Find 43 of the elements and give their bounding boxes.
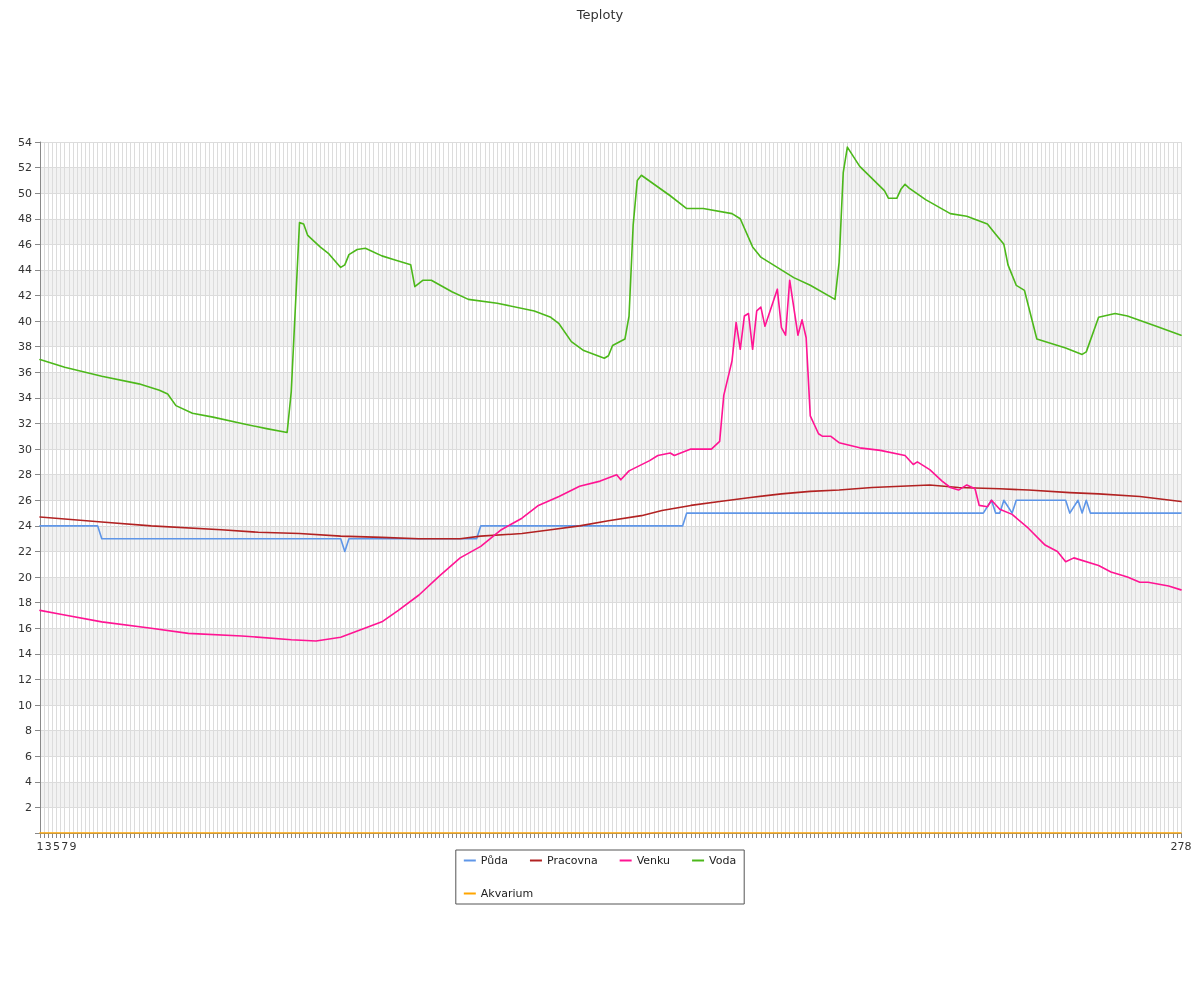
y-tick-label: 48 [18, 212, 32, 226]
legend-label: Venku [636, 854, 671, 867]
x-tick-label: 3 [44, 840, 52, 853]
y-tick-label: 26 [18, 493, 32, 507]
legend-label: Pracovna [546, 854, 598, 867]
y-tick-label: 18 [18, 596, 32, 610]
y-tick-label: 14 [18, 647, 32, 661]
y-tick-label: 10 [18, 698, 32, 712]
x-tick-label: 5 [52, 840, 60, 853]
line-series [39, 484, 1182, 540]
y-tick-label: 28 [18, 468, 32, 482]
legend-label: Voda [709, 854, 737, 867]
y-tick-label: 36 [18, 365, 32, 379]
y-tick-label: 38 [18, 340, 32, 354]
y-tick-label: 34 [18, 391, 32, 405]
y-tick-label: 8 [25, 724, 32, 738]
y-tick-label: 50 [18, 186, 32, 200]
line-series [39, 279, 1182, 642]
y-tick-label: 30 [18, 442, 32, 456]
y-tick-label: 12 [18, 672, 32, 686]
y-tick-label: 24 [18, 519, 32, 533]
y-tick-label: 16 [18, 621, 32, 635]
x-tick-label: 7 [61, 840, 69, 853]
y-tick-label: 32 [18, 417, 32, 431]
y-tick-label: 46 [18, 237, 32, 251]
y-tick-label: 22 [18, 544, 32, 558]
x-tick-label: 278 [1170, 840, 1192, 853]
chart-title: Teploty [575, 7, 624, 22]
legend-label: Akvarium [480, 887, 534, 900]
y-tick-label: 52 [18, 161, 32, 175]
line-series [39, 146, 1182, 434]
x-tick-label: 1 [36, 840, 44, 853]
legend-label: Půda [480, 854, 508, 867]
y-tick-label: 2 [25, 800, 32, 814]
y-tick-label: 54 [18, 135, 32, 149]
y-tick-label: 42 [18, 289, 32, 303]
y-tick-label: 6 [25, 749, 32, 763]
y-tick-label: 4 [25, 775, 32, 789]
y-tick-label: 20 [18, 570, 32, 584]
y-tick-label: 40 [18, 314, 32, 328]
line-series [39, 499, 1182, 553]
y-tick-label: 44 [18, 263, 32, 277]
x-tick-label: 9 [69, 840, 77, 853]
